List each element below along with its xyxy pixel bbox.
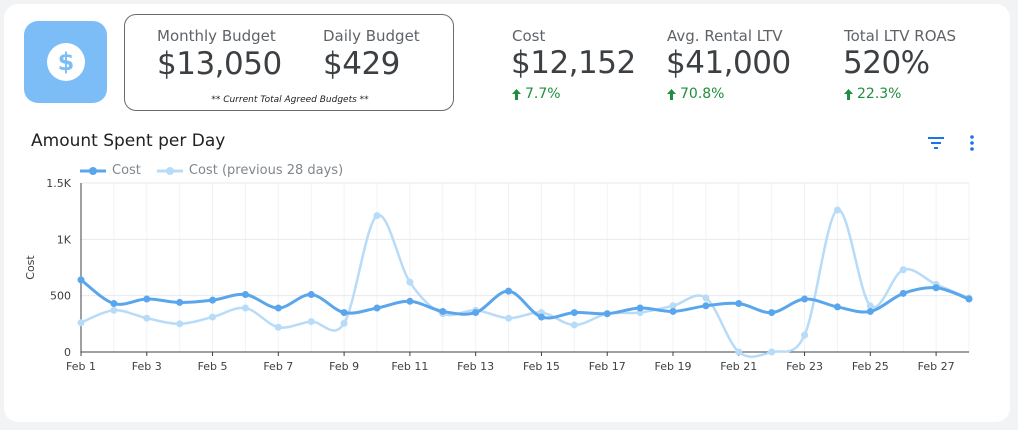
more-options-button[interactable] bbox=[963, 133, 981, 153]
more-vert-icon bbox=[970, 135, 974, 151]
daily-budget-label: Daily Budget bbox=[323, 27, 420, 45]
kpi-cost-delta-value: 7.7% bbox=[525, 86, 561, 102]
chart-legend: Cost Cost (previous 28 days) bbox=[80, 163, 359, 178]
kpi-roas-value: 520% bbox=[843, 45, 930, 81]
budget-summary-box: Monthly Budget $13,050 Daily Budget $429… bbox=[124, 14, 454, 111]
kpi-ltv-label: Avg. Rental LTV bbox=[667, 27, 783, 45]
arrow-up-icon bbox=[512, 88, 521, 100]
monthly-budget-value: $13,050 bbox=[157, 46, 282, 82]
kpi-cost-delta: 7.7% bbox=[512, 86, 561, 102]
monthly-budget-label: Monthly Budget bbox=[157, 27, 276, 45]
daily-budget-value: $429 bbox=[323, 46, 400, 82]
legend-label-cost-previous: Cost (previous 28 days) bbox=[188, 163, 344, 178]
filter-button[interactable] bbox=[926, 134, 946, 152]
kpi-cost-value: $12,152 bbox=[511, 45, 636, 81]
filter-icon bbox=[928, 137, 944, 149]
dollar-glyph: $ bbox=[57, 48, 74, 76]
chart-title: Amount Spent per Day bbox=[31, 131, 226, 151]
kpi-roas-delta-value: 22.3% bbox=[857, 86, 902, 102]
legend-swatch-cost-previous bbox=[156, 166, 183, 175]
kpi-cost-label: Cost bbox=[512, 27, 546, 45]
kpi-ltv-delta: 70.8% bbox=[667, 86, 724, 102]
logo-tile: $ bbox=[24, 21, 107, 103]
legend-item-cost-previous[interactable]: Cost (previous 28 days) bbox=[156, 163, 344, 178]
kpi-roas-label: Total LTV ROAS bbox=[844, 27, 957, 45]
legend-label-cost: Cost bbox=[112, 163, 141, 178]
arrow-up-icon bbox=[667, 88, 676, 100]
legend-swatch-cost bbox=[80, 166, 106, 175]
kpi-ltv-value: $41,000 bbox=[666, 45, 791, 81]
kpi-ltv-delta-value: 70.8% bbox=[680, 86, 725, 102]
legend-item-cost[interactable]: Cost bbox=[80, 163, 141, 178]
budget-note: ** Current Total Agreed Budgets ** bbox=[211, 95, 369, 105]
arrow-up-icon bbox=[844, 88, 853, 100]
kpi-roas-delta: 22.3% bbox=[844, 86, 901, 102]
dollar-icon: $ bbox=[46, 42, 86, 82]
